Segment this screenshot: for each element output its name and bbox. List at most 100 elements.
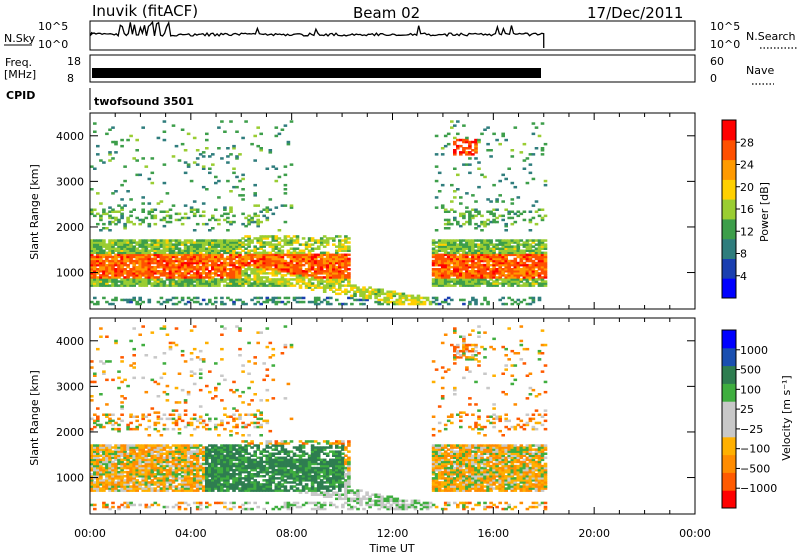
- power-cell: [141, 202, 145, 205]
- velocity-cell: [214, 395, 218, 398]
- power-cell: [150, 243, 155, 246]
- power-cell: [192, 249, 197, 252]
- power-cell: [129, 257, 133, 261]
- power-cell: [159, 278, 164, 281]
- power-cell: [201, 214, 206, 218]
- power-cell: [534, 263, 539, 267]
- power-cell: [201, 276, 206, 279]
- power-cell: [244, 263, 248, 267]
- power-cell: [374, 288, 378, 291]
- power-cell: [338, 241, 342, 244]
- power-cell: [510, 202, 515, 205]
- velocity-cell: [241, 434, 245, 437]
- velocity-cell: [162, 390, 167, 394]
- power-cell: [332, 282, 336, 285]
- power-cell: [428, 300, 433, 304]
- power-cell: [126, 265, 130, 269]
- velocity-cell: [93, 372, 97, 375]
- power-cell: [226, 261, 230, 265]
- power-cell: [307, 257, 312, 261]
- power-cell: [465, 278, 469, 281]
- velocity-cell: [141, 481, 145, 484]
- power-cell: [310, 249, 315, 252]
- velocity-cell: [99, 489, 103, 492]
- velocity-cell: [144, 450, 149, 453]
- power-cell: [495, 257, 499, 261]
- power-cell: [280, 278, 285, 281]
- power-cell: [465, 257, 469, 261]
- velocity-cell: [217, 448, 221, 451]
- power-cell: [147, 282, 152, 285]
- power-cell: [220, 268, 224, 271]
- power-cell: [180, 128, 185, 131]
- velocity-cell: [147, 446, 152, 449]
- power-cell: [208, 284, 212, 287]
- power-cell: [105, 245, 109, 248]
- velocity-cell: [244, 466, 248, 470]
- velocity-cell: [168, 475, 173, 478]
- power-cell: [153, 214, 158, 218]
- velocity-cell: [238, 329, 242, 332]
- power-cell: [99, 268, 103, 271]
- power-cell: [96, 282, 100, 285]
- velocity-cell: [198, 450, 203, 453]
- power-cell: [310, 300, 315, 304]
- power-cell: [186, 216, 191, 220]
- power-cell: [440, 153, 445, 156]
- power-cell: [516, 272, 521, 275]
- power-cell: [501, 270, 505, 273]
- power-cell: [516, 255, 521, 259]
- velocity-cell: [144, 390, 149, 394]
- power-cell: [177, 261, 182, 265]
- power-cell: [528, 268, 533, 271]
- power-cell: [217, 249, 221, 252]
- velocity-cell: [111, 378, 115, 382]
- velocity-cell: [201, 456, 206, 460]
- velocity-cell: [105, 403, 109, 406]
- freq-panel: [89, 54, 696, 83]
- power-cell: [150, 272, 155, 275]
- velocity-cell: [186, 460, 191, 464]
- power-cell: [341, 263, 345, 267]
- power-cell: [183, 245, 188, 248]
- power-cell: [217, 255, 221, 259]
- velocity-cell: [102, 452, 106, 455]
- power-cell: [483, 245, 487, 248]
- velocity-cell: [120, 450, 124, 453]
- velocity-cell: [90, 456, 94, 460]
- power-cell: [519, 284, 524, 287]
- power-cell: [534, 255, 539, 259]
- velocity-cell: [180, 444, 185, 447]
- velocity-cell: [159, 444, 164, 447]
- power-cell: [277, 280, 282, 283]
- power-cell: [286, 268, 291, 271]
- power-cell: [201, 255, 206, 259]
- power-cell: [540, 241, 545, 244]
- power-cell: [525, 263, 530, 267]
- power-cell: [525, 255, 530, 259]
- power-cell: [120, 243, 124, 246]
- power-cell: [174, 255, 179, 259]
- velocity-cell: [102, 372, 106, 375]
- velocity-cell: [132, 446, 136, 449]
- velocity-cell: [214, 456, 218, 460]
- velocity-cell: [250, 462, 254, 466]
- power-cell: [347, 237, 351, 240]
- power-cell: [477, 167, 481, 170]
- power-cell: [177, 212, 182, 216]
- power-cell: [186, 278, 191, 281]
- velocity-cell: [150, 446, 155, 449]
- power-cell: [171, 270, 176, 273]
- power-cell: [159, 255, 164, 259]
- velocity-cell: [132, 458, 136, 462]
- velocity-cell: [229, 448, 233, 451]
- velocity-cell: [114, 464, 118, 468]
- power-cell: [319, 259, 324, 263]
- velocity-cell: [90, 475, 94, 478]
- velocity-cell: [232, 468, 236, 472]
- power-cell: [495, 200, 499, 203]
- velocity-cell: [232, 485, 236, 488]
- power-cell: [223, 249, 227, 252]
- power-cell: [189, 179, 194, 183]
